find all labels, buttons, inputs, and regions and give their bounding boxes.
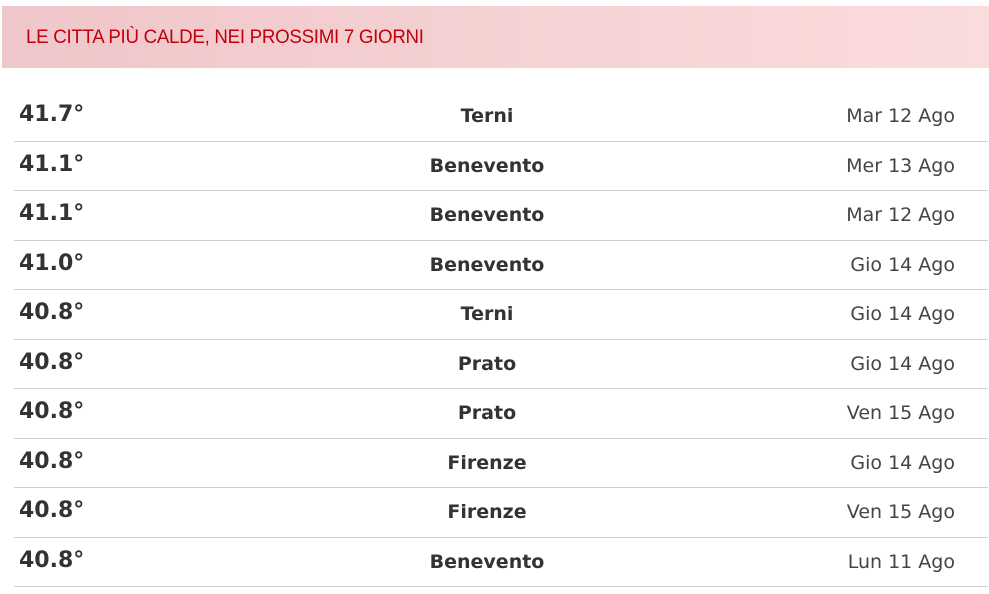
city-name: Benevento [429, 550, 545, 573]
forecast-date: Ven 15 Ago [846, 501, 955, 523]
temperature: 40.8° [19, 300, 85, 325]
forecast-date: Mar 12 Ago [846, 204, 955, 226]
list-item: 41.1° Benevento Mer 13 Ago [14, 142, 988, 191]
list-item: 40.8° Prato Gio 14 Ago [14, 340, 988, 389]
temperature: 40.8° [19, 349, 85, 375]
temperature: 41.0° [19, 250, 85, 276]
temperature: 41.7° [19, 102, 85, 127]
city-name: Benevento [429, 204, 545, 226]
list-item: 40.8° Terni Gio 14 Ago [14, 290, 988, 340]
section-title: LE CITTA PIÙ CALDE, NEI PROSSIMI 7 GIORN… [26, 25, 424, 48]
temperature: 41.1° [19, 151, 85, 177]
forecast-date: Gio 14 Ago [850, 253, 955, 276]
forecast-date: Mer 13 Ago [846, 154, 955, 177]
city-name: Prato [457, 402, 517, 424]
city-name: Terni [460, 303, 514, 325]
city-name: Firenze [447, 501, 527, 523]
temperature: 41.1° [19, 201, 85, 226]
list-item: 41.7° Terni Mar 12 Ago [14, 92, 988, 142]
city-name: Benevento [429, 154, 545, 177]
list-item: 40.8° Firenze Gio 14 Ago [14, 439, 988, 488]
list-item: 40.8° Benevento Lun 11 Ago [14, 538, 988, 587]
temperature: 40.8° [19, 547, 85, 573]
city-name: Firenze [447, 451, 527, 474]
temperature: 40.8° [19, 498, 85, 523]
section-header: LE CITTA PIÙ CALDE, NEI PROSSIMI 7 GIORN… [2, 6, 989, 68]
temperature: 40.8° [19, 448, 85, 474]
temperature: 40.8° [19, 399, 85, 424]
forecast-date: Gio 14 Ago [850, 352, 955, 375]
city-name: Prato [457, 352, 517, 375]
city-name: Benevento [429, 253, 545, 276]
list-item: 40.8° Firenze Ven 15 Ago [14, 488, 988, 538]
hottest-cities-list: 41.7° Terni Mar 12 Ago 41.1° Benevento Mer 13… [14, 92, 988, 587]
forecast-date: Lun 11 Ago [847, 550, 955, 573]
city-name: Terni [460, 105, 514, 127]
forecast-date: Gio 14 Ago [850, 451, 955, 474]
list-item: 40.8° Prato Ven 15 Ago [14, 389, 988, 439]
list-item: 41.1° Benevento Mar 12 Ago [14, 191, 988, 241]
forecast-date: Ven 15 Ago [846, 402, 955, 424]
forecast-date: Gio 14 Ago [850, 303, 955, 325]
forecast-date: Mar 12 Ago [846, 105, 955, 127]
list-item: 41.0° Benevento Gio 14 Ago [14, 241, 988, 290]
